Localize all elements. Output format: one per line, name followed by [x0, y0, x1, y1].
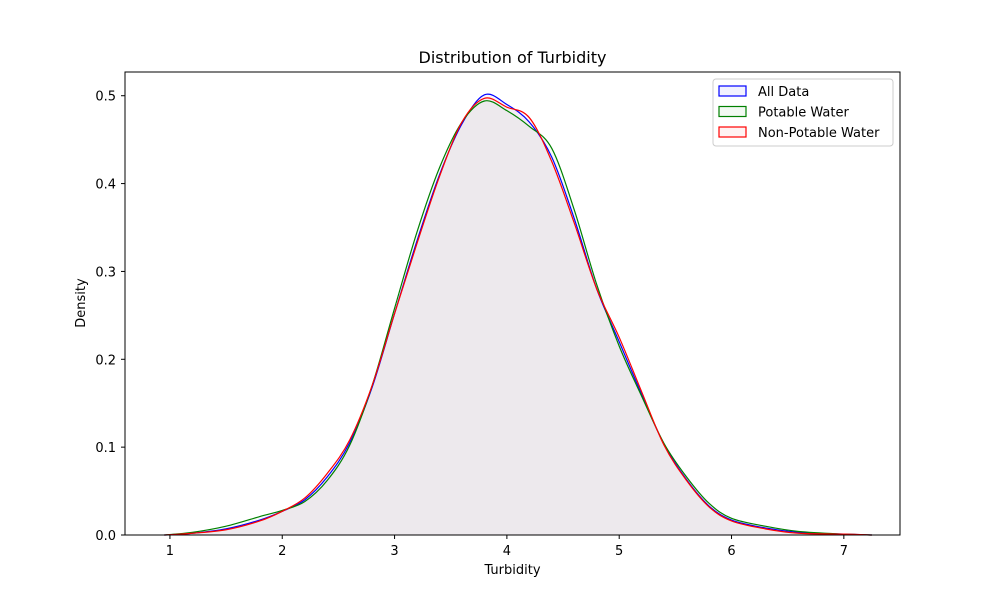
x-tick-label-1: 2 — [278, 544, 286, 559]
x-tick-label-0: 1 — [166, 544, 174, 559]
legend-label-0: All Data — [758, 85, 809, 100]
x-axis-label: Turbidity — [483, 563, 540, 578]
chart-title: Distribution of Turbidity — [419, 48, 607, 67]
x-tick-label-2: 3 — [390, 544, 398, 559]
x-tick-label-4: 5 — [615, 544, 623, 559]
y-axis-ticks: 0.0 0.1 0.2 0.3 0.4 0.5 — [95, 90, 125, 544]
y-tick-label-2: 0.2 — [95, 353, 116, 368]
legend-label-1: Potable Water — [758, 106, 849, 121]
legend-swatch-0 — [718, 85, 747, 97]
legend-label-2: Non-Potable Water — [758, 126, 880, 141]
plot-frame — [124, 71, 901, 536]
x-axis-ticks: 1 2 3 4 5 6 7 — [166, 535, 848, 559]
x-tick-label-6: 7 — [840, 544, 848, 559]
y-tick-label-4: 0.4 — [95, 178, 116, 193]
series-lines — [164, 93, 872, 536]
x-tick-label-5: 6 — [727, 544, 735, 559]
y-tick-label-5: 0.5 — [95, 90, 116, 105]
y-tick-label-3: 0.3 — [95, 265, 116, 280]
legend-swatch-1 — [718, 105, 747, 118]
y-tick-label-0: 0.0 — [95, 529, 116, 544]
legend-box — [712, 78, 894, 147]
y-tick-label-1: 0.1 — [95, 441, 116, 456]
legend: All Data Potable Water Non-Potable Water — [712, 78, 894, 147]
series-line-0 — [164, 93, 872, 536]
series-line-2 — [164, 97, 872, 536]
legend-swatch-2 — [718, 126, 747, 138]
x-tick-label-3: 4 — [503, 544, 511, 559]
y-axis-label: Density — [74, 278, 89, 328]
series-line-1 — [164, 100, 872, 536]
